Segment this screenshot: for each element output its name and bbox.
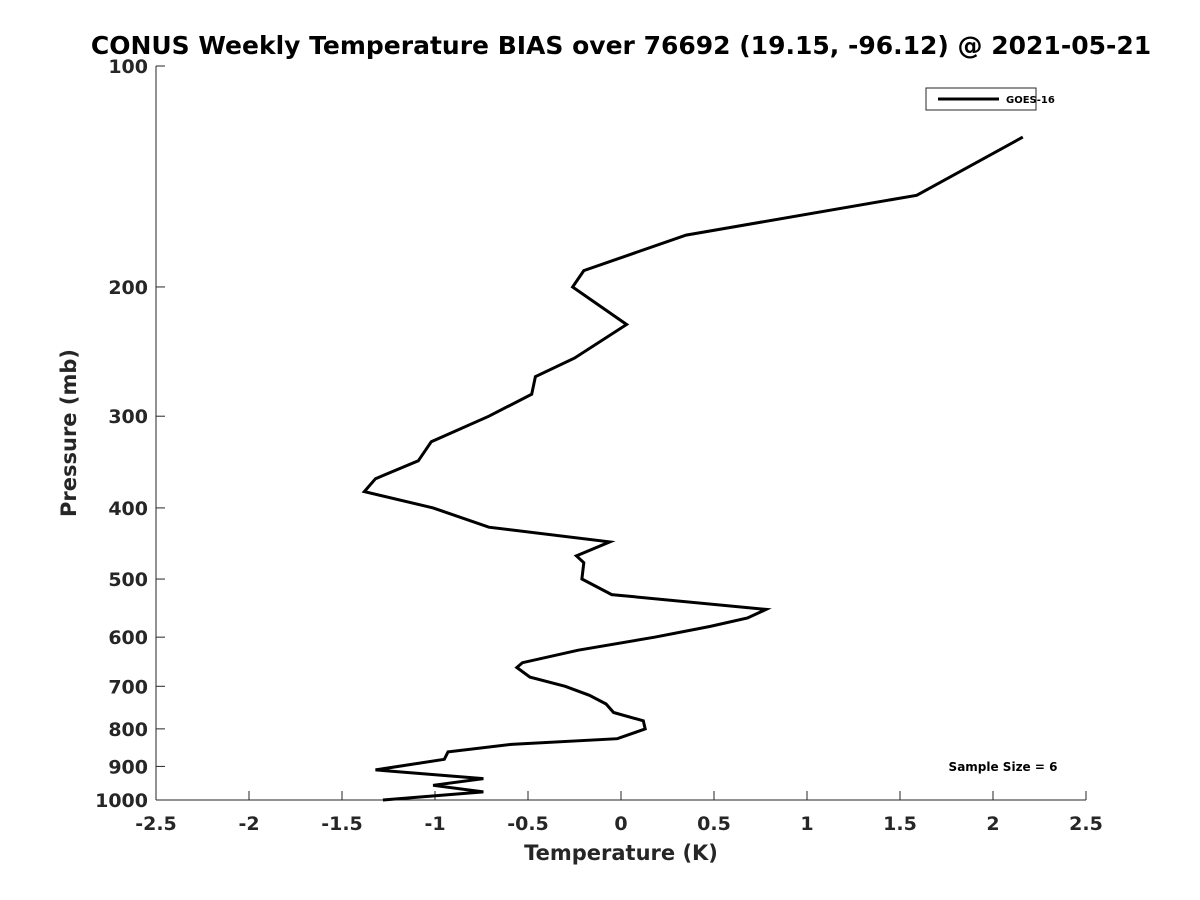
- y-axis-label: Pressure (mb): [57, 349, 81, 517]
- y-tick-label: 900: [108, 756, 148, 778]
- x-tick-label: -1.5: [321, 813, 363, 835]
- y-tick-label: 800: [108, 719, 148, 741]
- y-axis-ticks: 100 200 300 400 500 600 700 800 900 1000: [95, 56, 165, 812]
- chart-title: CONUS Weekly Temperature BIAS over 76692…: [91, 31, 1151, 60]
- x-tick-label: 2: [986, 813, 999, 835]
- x-tick-label: 0: [614, 813, 627, 835]
- x-tick-label: 0.5: [697, 813, 731, 835]
- x-tick-label: 2.5: [1069, 813, 1103, 835]
- x-tick-label: -1: [424, 813, 445, 835]
- y-tick-label: 200: [108, 277, 148, 299]
- legend: GOES-16: [925, 87, 1055, 111]
- x-tick-label: -2.5: [135, 813, 177, 835]
- y-tick-label: 600: [108, 627, 148, 649]
- legend-label-goes-16: GOES-16: [1006, 95, 1055, 106]
- y-tick-label: 1000: [95, 790, 148, 812]
- x-tick-label: -2: [238, 813, 259, 835]
- y-tick-label: 700: [108, 676, 148, 698]
- x-tick-label: 1.5: [883, 813, 917, 835]
- y-tick-label: 300: [108, 406, 148, 428]
- x-axis-label: Temperature (K): [524, 841, 718, 865]
- series-line-goes-16: [361, 135, 1024, 802]
- x-tick-label: -0.5: [507, 813, 549, 835]
- y-tick-label: 100: [108, 56, 148, 78]
- sample-size-annotation: Sample Size = 6: [949, 760, 1058, 774]
- plot-area: -2.5 -2 -1.5 -1 -0.5 0 0.5 1 1.5 2 2.5 100 200 300 40…: [95, 56, 1103, 835]
- x-axis-ticks: -2.5 -2 -1.5 -1 -0.5 0 0.5 1 1.5 2 2.5: [135, 791, 1103, 835]
- y-tick-label: 400: [108, 498, 148, 520]
- y-tick-label: 500: [108, 569, 148, 591]
- x-tick-label: 1: [800, 813, 813, 835]
